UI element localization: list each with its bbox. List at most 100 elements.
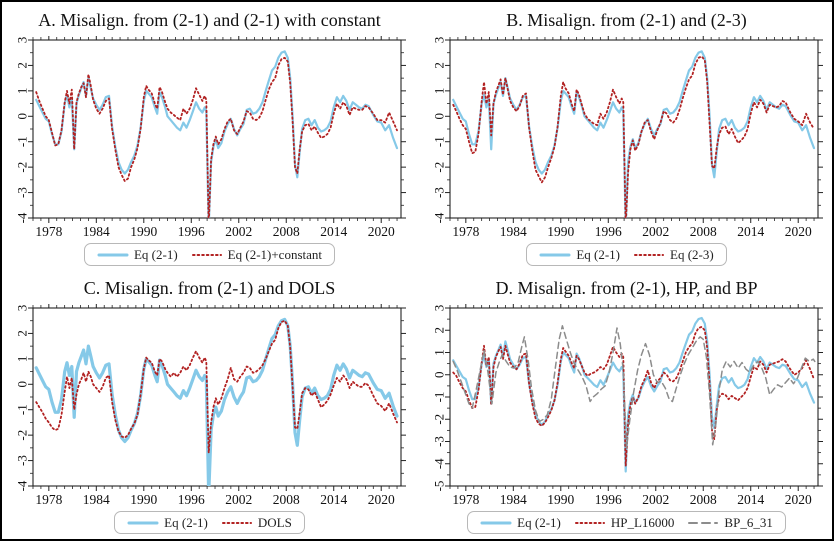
legend-label: DOLS [257,514,292,530]
legend-item: Eq (2-1) [539,247,620,263]
panel-d-chart-canvas: -5 -4 -3 -2 -1 0 1 2 3 1978 1984 1990 1996 2002 2008 20… [432,304,823,507]
x-tick-label: 1978 [452,492,479,507]
series-line [452,325,815,467]
legend-label: Eq (2-1) [164,514,208,530]
legend-item: Eq (2-1) [127,515,208,531]
legend-label: Eq (2-1) [133,246,178,262]
series-line [452,55,815,218]
x-tick-label: 2020 [785,492,812,507]
y-tick-label: 2 [432,62,447,69]
y-tick-label: -4 [432,212,447,223]
panel-c-chart-canvas: -4 -3 -2 -1 0 1 2 3 1978 1984 1990 1996 2002 2008 2014… [15,304,406,507]
x-tick-label: 1996 [178,224,205,239]
x-tick-label: 2008 [273,492,300,507]
x-tick-label: 1978 [35,492,62,507]
legend-label: HP_L16000 [610,514,675,530]
y-tick-label: 1 [432,349,447,356]
panel-b-chart-canvas: -4 -3 -2 -1 0 1 2 3 1978 1984 1990 1996 2002 2008 2014… [432,36,823,239]
y-tick-label: -1 [15,404,30,415]
legend-item: HP_L16000 [574,514,675,531]
panel-a-legend: Eq (2-1) Eq (2-1)+constant [83,243,336,266]
y-tick-label: -2 [15,162,30,173]
x-tick-label: 2008 [273,224,300,239]
legend-sample-dotted [574,521,605,524]
legend-item: Eq (2-1) [480,515,561,531]
legend-sample-dotted [221,521,252,524]
y-tick-label: -1 [15,136,30,147]
y-tick-label: -5 [432,481,447,492]
y-tick-label: 0 [432,113,447,120]
y-tick-label: -1 [432,136,447,147]
x-tick-label: 2014 [320,224,347,239]
legend-item: DOLS [221,515,292,531]
x-tick-label: 1996 [178,492,205,507]
y-tick-label: 0 [15,113,30,120]
legend-label: Eq (2-3) [670,246,714,262]
series-line [35,50,399,218]
x-tick-label: 1996 [595,224,622,239]
y-tick-label: -4 [15,480,30,491]
panel-d: D. Misalign. from (2-1), HP, and BP -5 -4… [423,272,830,536]
panel-d-legend: Eq (2-1) HP_L16000 BP_6_31 [467,511,786,534]
y-tick-label: 2 [432,327,447,334]
x-tick-label: 2008 [690,224,717,239]
x-tick-label: 1996 [595,492,622,507]
x-tick-label: 2002 [642,224,669,239]
series-line [35,319,398,454]
y-tick-label: 3 [432,305,447,312]
panel-a: A. Misalign. from (2-1) and (2-1) with c… [6,4,413,268]
legend-item: Eq (2-1) [97,247,178,263]
y-tick-label: -3 [15,455,30,466]
x-tick-label: 1978 [452,224,479,239]
x-tick-label: 2014 [737,224,764,239]
panel-c-legend: Eq (2-1) DOLS [114,511,305,534]
y-tick-label: 1 [15,356,30,363]
panel-c: C. Misalign. from (2-1) and DOLS -4 -3 -2-… [6,272,413,536]
legend-sample-dotted [191,253,222,256]
series-line [34,317,399,486]
y-tick-label: 3 [15,37,30,44]
legend-sample-solid [480,521,512,524]
x-tick-label: 1990 [130,224,157,239]
x-tick-label: 1990 [547,224,574,239]
x-tick-label: 2014 [320,492,347,507]
x-tick-label: 1984 [83,224,110,239]
x-tick-label: 2002 [225,224,252,239]
x-tick-label: 2020 [368,224,395,239]
legend-label: Eq (2-1) [517,514,561,530]
legend-sample-solid [127,521,159,524]
x-tick-label: 1978 [35,224,62,239]
legend-sample-solid [539,253,571,256]
y-tick-label: -3 [432,187,447,198]
legend-label: Eq (2-1) [576,246,620,262]
y-tick-label: 1 [15,88,30,95]
x-tick-label: 1984 [83,492,110,507]
panel-b: B. Misalign. from (2-1) and (2-3) -4 -3 -2… [423,4,830,268]
panel-d-title: D. Misalign. from (2-1), HP, and BP [495,278,758,298]
y-tick-label: 3 [432,37,447,44]
series-line [452,316,816,473]
legend-item: Eq (2-3) [633,247,714,263]
x-tick-label: 2020 [368,492,395,507]
legend-sample-dashed [688,521,719,524]
y-tick-label: 0 [15,381,30,388]
y-tick-label: -2 [432,414,447,425]
y-tick-label: -4 [432,458,447,469]
y-tick-label: -4 [15,212,30,223]
x-tick-label: 1984 [500,224,527,239]
series-line [35,56,398,218]
x-tick-label: 2014 [737,492,764,507]
panel-a-chart-canvas: -4 -3 -2 -1 0 1 2 3 1978 1984 1990 1996 2002 2008 2014… [15,36,406,239]
x-tick-label: 2008 [690,492,717,507]
y-tick-label: 1 [432,88,447,95]
y-tick-label: 2 [15,330,30,337]
legend-item: BP_6_31 [687,515,773,531]
panel-b-title: B. Misalign. from (2-1) and (2-3) [506,10,747,30]
series-line [452,325,816,449]
y-tick-label: -1 [432,392,447,403]
y-tick-label: -3 [432,436,447,447]
panel-b-legend: Eq (2-1) Eq (2-3) [526,243,727,266]
legend-sample-solid [97,253,129,256]
y-tick-label: 3 [15,305,30,312]
